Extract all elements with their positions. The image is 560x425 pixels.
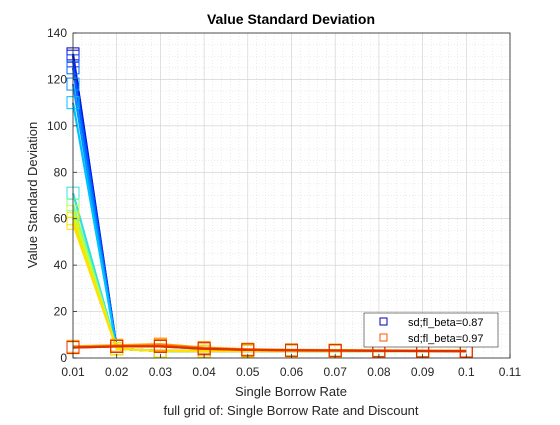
y-axis-label: Value Standard Deviation [25,122,40,268]
x-axis-label: Single Borrow Rate [235,384,347,399]
legend-marker-0 [379,317,388,326]
x-tick-label: 0.07 [324,365,348,379]
x-tick-label: 0.04 [192,365,216,379]
y-tick-label: 80 [54,165,68,179]
x-tick-label: 0.08 [367,365,391,379]
legend-label-0: sd;fl_beta=0.87 [408,317,484,329]
legend-marker-1 [379,333,388,342]
x-tick-label: 0.09 [411,365,435,379]
chart-title: Value Standard Deviation [207,11,375,27]
chart-subtitle: full grid of: Single Borrow Rate and Dis… [163,403,418,418]
y-ticks: 0 20 40 60 80 100 120 140 [47,26,77,365]
y-tick-label: 40 [54,258,68,272]
series-line [72,345,467,353]
x-tick-label: 0.1 [458,365,475,379]
x-tick-label: 0.11 [499,365,522,379]
legend-label-1: sd;fl_beta=0.97 [408,333,484,345]
x-tick-label: 0.06 [280,365,304,379]
y-tick-label: 140 [47,26,67,40]
data-point [153,339,167,353]
x-tick-label: 0.03 [149,365,173,379]
data-point [110,339,124,353]
x-tick-label: 0.02 [105,365,129,379]
y-tick-label: 120 [47,72,67,86]
x-ticks: 0.01 0.02 0.03 0.04 0.05 0.06 0.07 0.08 0.09 0.1 0… [61,354,522,379]
y-tick-label: 20 [54,305,68,319]
x-tick-label: 0.05 [236,365,260,379]
x-tick-label: 0.01 [61,365,85,379]
y-tick-label: 60 [54,212,68,226]
y-tick-label: 100 [47,119,67,133]
y-tick-label: 0 [60,351,67,365]
legend: sd;fl_beta=0.87 sd;fl_beta=0.97 [363,312,499,348]
series-layer [66,47,473,358]
